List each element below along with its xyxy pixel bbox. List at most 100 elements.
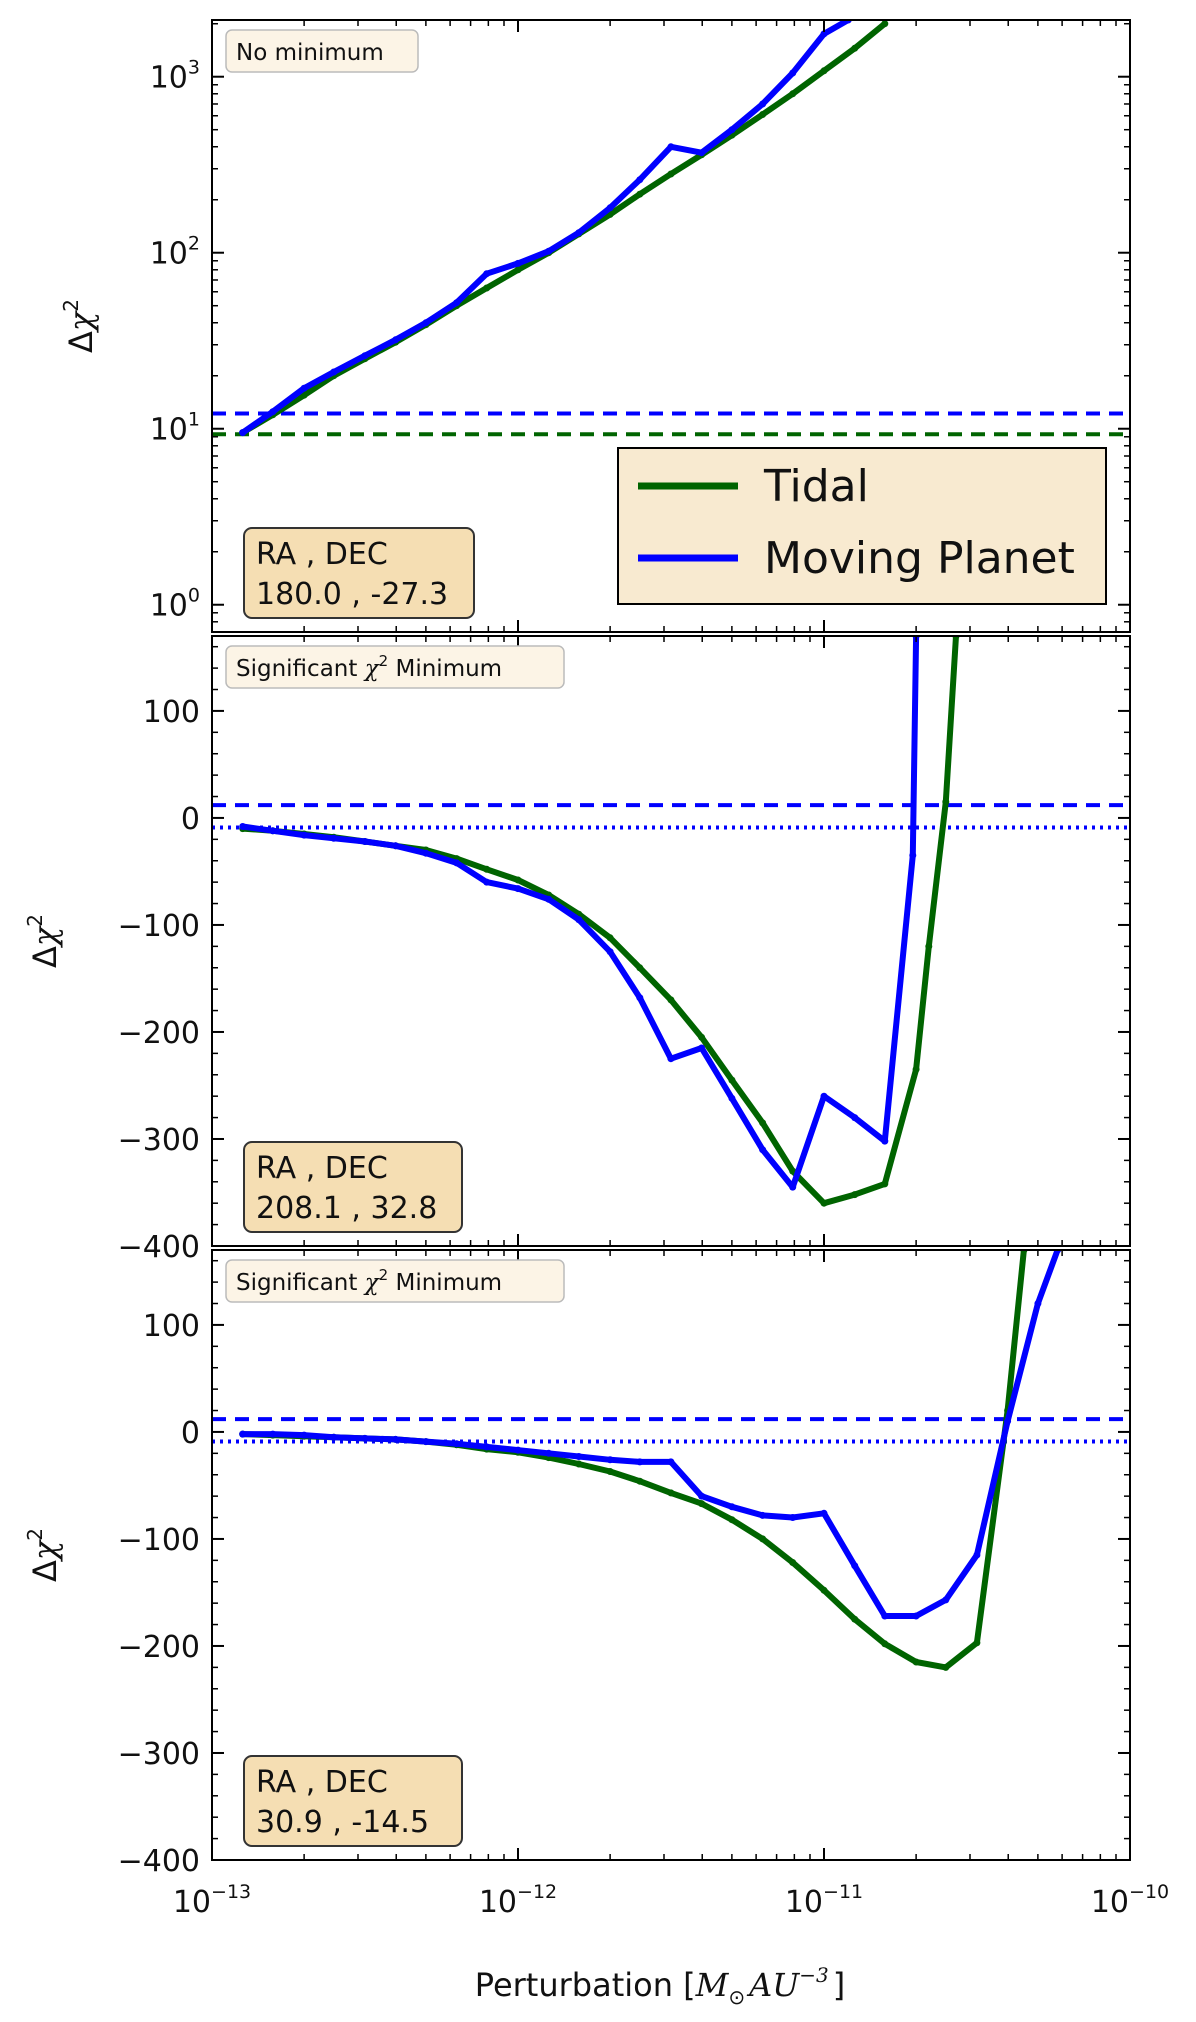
data-point-tidal (973, 1639, 981, 1647)
y-tick-base: 10 (150, 413, 188, 448)
note-chi: χ (363, 1270, 381, 1296)
series-group (239, 1250, 1062, 1671)
data-point-tidal (300, 391, 308, 399)
data-point-moving_planet (269, 827, 277, 835)
data-point-moving_planet (759, 100, 767, 108)
note-sup: 2 (379, 652, 389, 670)
data-point-moving_planet (300, 1431, 308, 1439)
data-point-tidal (575, 1460, 583, 1468)
data-point-moving_planet (759, 1511, 767, 1519)
data-point-tidal (912, 1658, 920, 1666)
data-point-moving_planet (1004, 1417, 1012, 1425)
data-point-tidal (851, 44, 859, 52)
data-point-moving_planet (912, 1612, 920, 1620)
data-point-moving_planet (667, 1458, 675, 1466)
data-point-tidal (820, 1199, 828, 1207)
x-axis-ticks: 10−13 10−12 10−11 10−10 (173, 1881, 1169, 1920)
data-point-moving_planet (300, 384, 308, 392)
coord-header: RA , DEC (256, 1151, 388, 1186)
y-tick-label: 100 (143, 1309, 200, 1344)
coord-values: 208.1 , 32.8 (256, 1191, 437, 1226)
data-point-moving_planet (698, 1492, 706, 1500)
note-rest: Minimum (388, 656, 502, 682)
data-point-tidal (759, 1535, 767, 1543)
y-tick-exp: 0 (188, 585, 200, 607)
y-tick-label: −200 (118, 1630, 200, 1665)
data-point-moving_planet (545, 895, 553, 903)
y-tick-label: 100 (150, 585, 200, 624)
data-point-moving_planet (422, 319, 430, 327)
coord-box: RA , DEC 180.0 , -27.3 (243, 527, 475, 619)
data-point-tidal (698, 1500, 706, 1508)
data-point-moving_planet (483, 1443, 491, 1451)
coord-header: RA , DEC (256, 537, 388, 572)
data-point-tidal (851, 1191, 859, 1199)
data-point-moving_planet (422, 1438, 430, 1446)
note-text: No minimum (236, 40, 384, 66)
y-tick-label: −400 (118, 1844, 200, 1879)
note-text: Significant χ2 Minimum (236, 1266, 502, 1296)
data-point-moving_planet (575, 229, 583, 237)
data-point-moving_planet (545, 1449, 553, 1457)
data-point-tidal (483, 284, 491, 292)
data-point-tidal (636, 190, 644, 198)
note-box (225, 1259, 565, 1303)
data-point-moving_planet (239, 823, 247, 830)
panel-note: Significant χ2 Minimum (225, 1259, 565, 1303)
data-point-moving_planet (667, 1055, 675, 1063)
data-point-moving_planet (575, 1453, 583, 1460)
y-axis-label: Δχ2 (23, 914, 64, 968)
panel-frame (211, 19, 1131, 633)
data-point-moving_planet (453, 299, 461, 307)
data-point-tidal (667, 1489, 675, 1497)
y-label-sup: 2 (23, 914, 47, 927)
x-label-sun-sub: ⊙ (728, 1985, 745, 2009)
data-point-moving_planet (300, 831, 308, 839)
data-point-moving_planet (483, 270, 491, 278)
coord-box-bg (243, 527, 475, 619)
note-text: Significant χ2 Minimum (236, 652, 502, 682)
data-point-tidal (728, 1516, 736, 1524)
data-point-tidal (820, 67, 828, 75)
coord-header: RA , DEC (256, 1765, 388, 1800)
data-point-moving_planet (851, 1562, 859, 1570)
data-point-tidal (789, 90, 797, 98)
data-point-moving_planet (1034, 1300, 1042, 1307)
data-point-moving_planet (239, 429, 247, 437)
data-point-moving_planet (269, 1430, 277, 1438)
data-point-moving_planet (820, 1509, 828, 1517)
y-label-delta: Δ (26, 1560, 64, 1582)
y-tick-base: 10 (150, 61, 188, 96)
data-point-tidal (759, 111, 767, 118)
panel-note: Significant χ2 Minimum (225, 645, 565, 689)
y-label-chi: χ (26, 925, 64, 948)
data-point-tidal (912, 1065, 920, 1073)
note-box (225, 645, 565, 689)
data-point-moving_planet (851, 1114, 859, 1122)
x-label-prefix: Perturbation [ (475, 1966, 696, 2004)
x-label-suffix: ] (833, 1966, 845, 2004)
y-tick-label: −100 (118, 909, 200, 944)
data-point-moving_planet (909, 851, 917, 859)
note-main: No minimum (236, 40, 384, 66)
y-tick-label: 0 (181, 802, 200, 837)
legend-box (617, 447, 1107, 605)
data-point-moving_planet (973, 1551, 981, 1559)
data-point-moving_planet (514, 259, 522, 267)
y-label-chi: χ (62, 310, 100, 333)
coord-box-bg (243, 1755, 463, 1847)
data-point-moving_planet (330, 1433, 338, 1441)
data-point-moving_planet (269, 408, 277, 416)
data-point-tidal (820, 1586, 828, 1594)
coord-box: RA , DEC 208.1 , 32.8 (243, 1141, 463, 1233)
data-point-tidal (881, 1640, 889, 1648)
legend: Tidal Moving Planet (617, 447, 1107, 605)
data-point-tidal (483, 865, 491, 873)
y-label-chi: χ (26, 1539, 64, 1562)
y-label-sup: 2 (23, 1528, 47, 1541)
data-point-moving_planet (483, 878, 491, 886)
y-label-delta: Δ (26, 946, 64, 968)
data-point-moving_planet (789, 69, 797, 77)
y-label-sup: 2 (59, 299, 83, 312)
